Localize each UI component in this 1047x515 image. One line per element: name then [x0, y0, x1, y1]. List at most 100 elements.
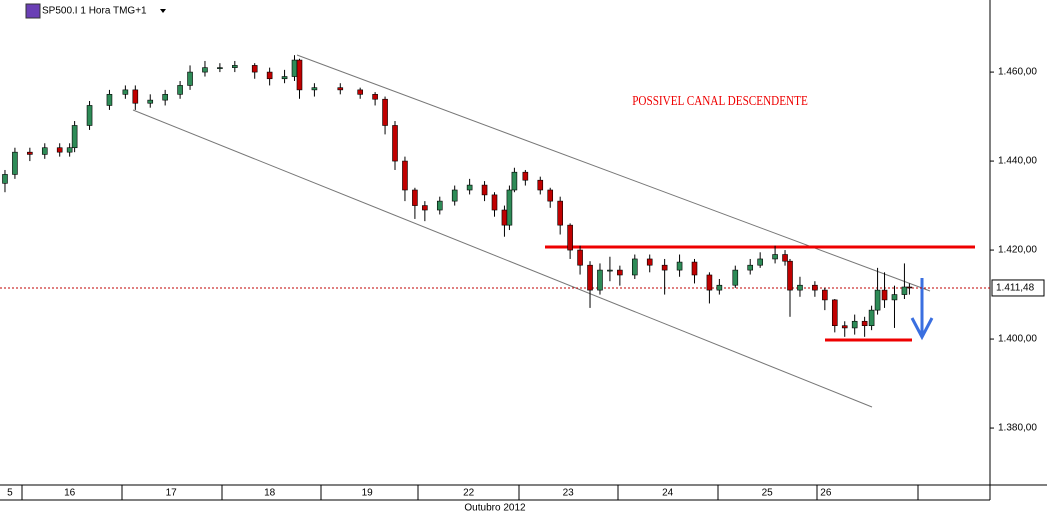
candle-body — [491, 194, 498, 211]
channel-lower — [132, 109, 873, 408]
y-tick-label: 1.400,00 — [998, 334, 1037, 345]
candle-body — [132, 89, 139, 104]
candle-body — [522, 171, 529, 181]
candle-body — [506, 189, 513, 226]
candle-body — [868, 309, 875, 327]
candle-body — [557, 200, 563, 226]
candle-body — [607, 269, 613, 272]
candle-body — [782, 254, 788, 262]
candle-body — [577, 249, 583, 266]
annotation: POSSIVEL CANAL DESCENDENTE — [632, 93, 808, 108]
candle-body — [676, 261, 683, 271]
candle-body — [357, 89, 363, 95]
x-axis-title: Outubro 2012 — [464, 503, 526, 514]
candle-body — [874, 289, 881, 311]
candle-body — [71, 125, 78, 149]
channel-upper — [296, 54, 931, 292]
candle-body — [797, 284, 803, 291]
candle-body — [122, 89, 129, 95]
candle-body — [2, 174, 8, 184]
y-tick-label: 1.460,00 — [998, 67, 1037, 78]
candle-body — [906, 286, 913, 289]
candle-body — [861, 320, 868, 327]
candle-body — [501, 209, 508, 226]
last-price-label: 1.411,48 — [996, 283, 1035, 294]
candle-body — [311, 87, 318, 91]
candle-body — [732, 269, 739, 286]
candle-body — [147, 99, 154, 104]
y-tick-label: 1.420,00 — [998, 245, 1037, 256]
candle-body — [392, 125, 398, 162]
candle-body — [12, 151, 18, 175]
candle-body — [631, 258, 638, 276]
x-tick-label: 23 — [563, 488, 575, 499]
candle-body — [691, 261, 698, 276]
candle-body — [597, 269, 603, 291]
candle-body — [86, 105, 93, 126]
day-separators — [21, 485, 919, 500]
candle-body — [436, 200, 443, 211]
candle-body — [187, 71, 193, 86]
candle-body — [661, 264, 668, 271]
candle-body — [66, 147, 73, 153]
candle-body — [337, 87, 344, 91]
candle-body — [41, 147, 48, 155]
candle-body — [617, 269, 623, 276]
x-tick-label: 16 — [64, 488, 76, 499]
chart-title[interactable]: SP500.I 1 Hora TMG+1 — [42, 6, 147, 17]
candle-body — [537, 179, 544, 191]
candle-body — [217, 67, 223, 69]
candle-body — [382, 98, 388, 126]
x-tick-label: 26 — [820, 488, 832, 499]
candle-body — [106, 94, 113, 106]
candle-body — [162, 94, 168, 101]
x-tick-label: 19 — [362, 488, 374, 499]
candle-body — [901, 286, 908, 295]
candle-body — [402, 160, 408, 191]
y-tick-label: 1.440,00 — [998, 156, 1037, 167]
y-tick-label: 1.380,00 — [998, 423, 1037, 434]
dropdown-arrow[interactable] — [160, 9, 166, 13]
candle-body — [567, 224, 573, 251]
candle-body — [422, 205, 428, 211]
candle-body — [891, 294, 898, 301]
candle-body — [266, 71, 273, 80]
candle-body — [787, 260, 793, 291]
x-tick-label: 5 — [7, 488, 13, 499]
last-price-box — [991, 279, 1045, 297]
candle-body — [772, 254, 778, 260]
candle-body — [716, 284, 723, 291]
candle-body — [466, 184, 473, 191]
x-tick-label: 24 — [662, 488, 674, 499]
candle-body — [56, 147, 63, 153]
candle-body — [646, 258, 653, 266]
x-tick-label: 22 — [463, 488, 475, 499]
candle-body — [831, 299, 838, 327]
candle-body — [747, 264, 754, 271]
candle-body — [511, 171, 518, 191]
candle-body — [451, 189, 458, 202]
x-tick-label: 25 — [762, 488, 774, 499]
candle-body — [232, 65, 238, 68]
candle-body — [372, 94, 378, 100]
candle-body — [281, 76, 288, 80]
candle-body — [547, 189, 554, 202]
candle-body — [851, 320, 858, 329]
candle-body — [251, 65, 258, 73]
candle-body — [296, 59, 303, 91]
x-tick-label: 17 — [166, 488, 178, 499]
candle-body — [841, 325, 848, 329]
candle-body — [202, 67, 208, 73]
candle-body — [177, 85, 183, 95]
candle-body — [412, 189, 418, 206]
candle-body — [881, 289, 888, 301]
candle-body — [812, 284, 818, 291]
candle-body — [27, 151, 33, 155]
x-tick-label: 18 — [264, 488, 276, 499]
candle-body — [587, 264, 593, 291]
symbol-icon[interactable] — [25, 3, 41, 19]
candle-body — [822, 289, 828, 301]
